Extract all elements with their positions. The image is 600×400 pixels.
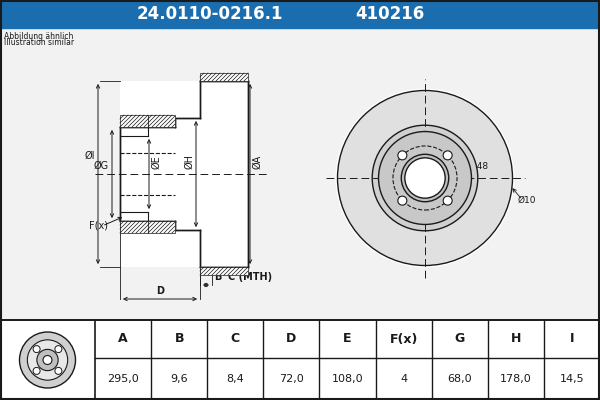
Text: 8,4: 8,4 bbox=[226, 374, 244, 384]
Bar bbox=[148, 221, 175, 233]
Bar bbox=[120, 81, 248, 267]
Text: C (MTH): C (MTH) bbox=[228, 272, 272, 282]
Text: G: G bbox=[455, 332, 465, 346]
Bar bbox=[0, 320, 600, 400]
Text: Illustration similar: Illustration similar bbox=[4, 38, 74, 47]
Circle shape bbox=[443, 151, 452, 160]
Circle shape bbox=[335, 88, 515, 268]
Text: ØE: ØE bbox=[151, 155, 161, 169]
Bar bbox=[148, 115, 175, 127]
Text: Ø148: Ø148 bbox=[465, 162, 489, 170]
Circle shape bbox=[379, 132, 472, 224]
Bar bbox=[0, 0, 600, 28]
Text: 9,6: 9,6 bbox=[170, 374, 188, 384]
Circle shape bbox=[37, 349, 58, 371]
Circle shape bbox=[372, 125, 478, 231]
Bar bbox=[120, 115, 148, 127]
Text: ØI: ØI bbox=[85, 151, 95, 161]
Text: B: B bbox=[214, 272, 221, 282]
Circle shape bbox=[55, 346, 62, 353]
Text: 410216: 410216 bbox=[355, 5, 425, 23]
Text: A: A bbox=[118, 332, 128, 346]
Text: F(x): F(x) bbox=[389, 332, 418, 346]
Circle shape bbox=[19, 332, 76, 388]
Circle shape bbox=[398, 196, 407, 205]
Circle shape bbox=[401, 154, 449, 202]
Bar bbox=[200, 267, 248, 275]
Circle shape bbox=[55, 367, 62, 374]
Bar bbox=[0, 320, 600, 400]
Text: H: H bbox=[511, 332, 521, 346]
Text: D: D bbox=[156, 286, 164, 296]
Text: 295,0: 295,0 bbox=[107, 374, 139, 384]
Text: C: C bbox=[231, 332, 240, 346]
Circle shape bbox=[398, 151, 407, 160]
Text: Ø10: Ø10 bbox=[517, 196, 536, 204]
Bar bbox=[200, 73, 248, 81]
Circle shape bbox=[443, 196, 452, 205]
Text: 108,0: 108,0 bbox=[332, 374, 364, 384]
Text: 24.0110-0216.1: 24.0110-0216.1 bbox=[137, 5, 283, 23]
Circle shape bbox=[33, 367, 40, 374]
Text: ØG: ØG bbox=[94, 161, 109, 171]
Text: 14,5: 14,5 bbox=[560, 374, 584, 384]
Text: Ø7: Ø7 bbox=[429, 202, 442, 211]
Circle shape bbox=[337, 90, 512, 266]
Text: 68,0: 68,0 bbox=[448, 374, 472, 384]
Circle shape bbox=[405, 158, 445, 198]
Text: 72,0: 72,0 bbox=[279, 374, 304, 384]
Circle shape bbox=[28, 340, 68, 380]
Text: F(x): F(x) bbox=[89, 221, 107, 231]
Circle shape bbox=[43, 356, 52, 364]
Text: 4: 4 bbox=[400, 374, 407, 384]
Text: ØA: ØA bbox=[252, 155, 262, 169]
Bar bbox=[120, 221, 148, 233]
Text: 178,0: 178,0 bbox=[500, 374, 532, 384]
Text: B: B bbox=[175, 332, 184, 346]
Circle shape bbox=[33, 346, 40, 353]
Text: E: E bbox=[343, 332, 352, 346]
Text: D: D bbox=[286, 332, 296, 346]
Text: I: I bbox=[569, 332, 574, 346]
Text: ØH: ØH bbox=[184, 154, 194, 169]
Text: Abbildung ähnlich: Abbildung ähnlich bbox=[4, 32, 73, 41]
